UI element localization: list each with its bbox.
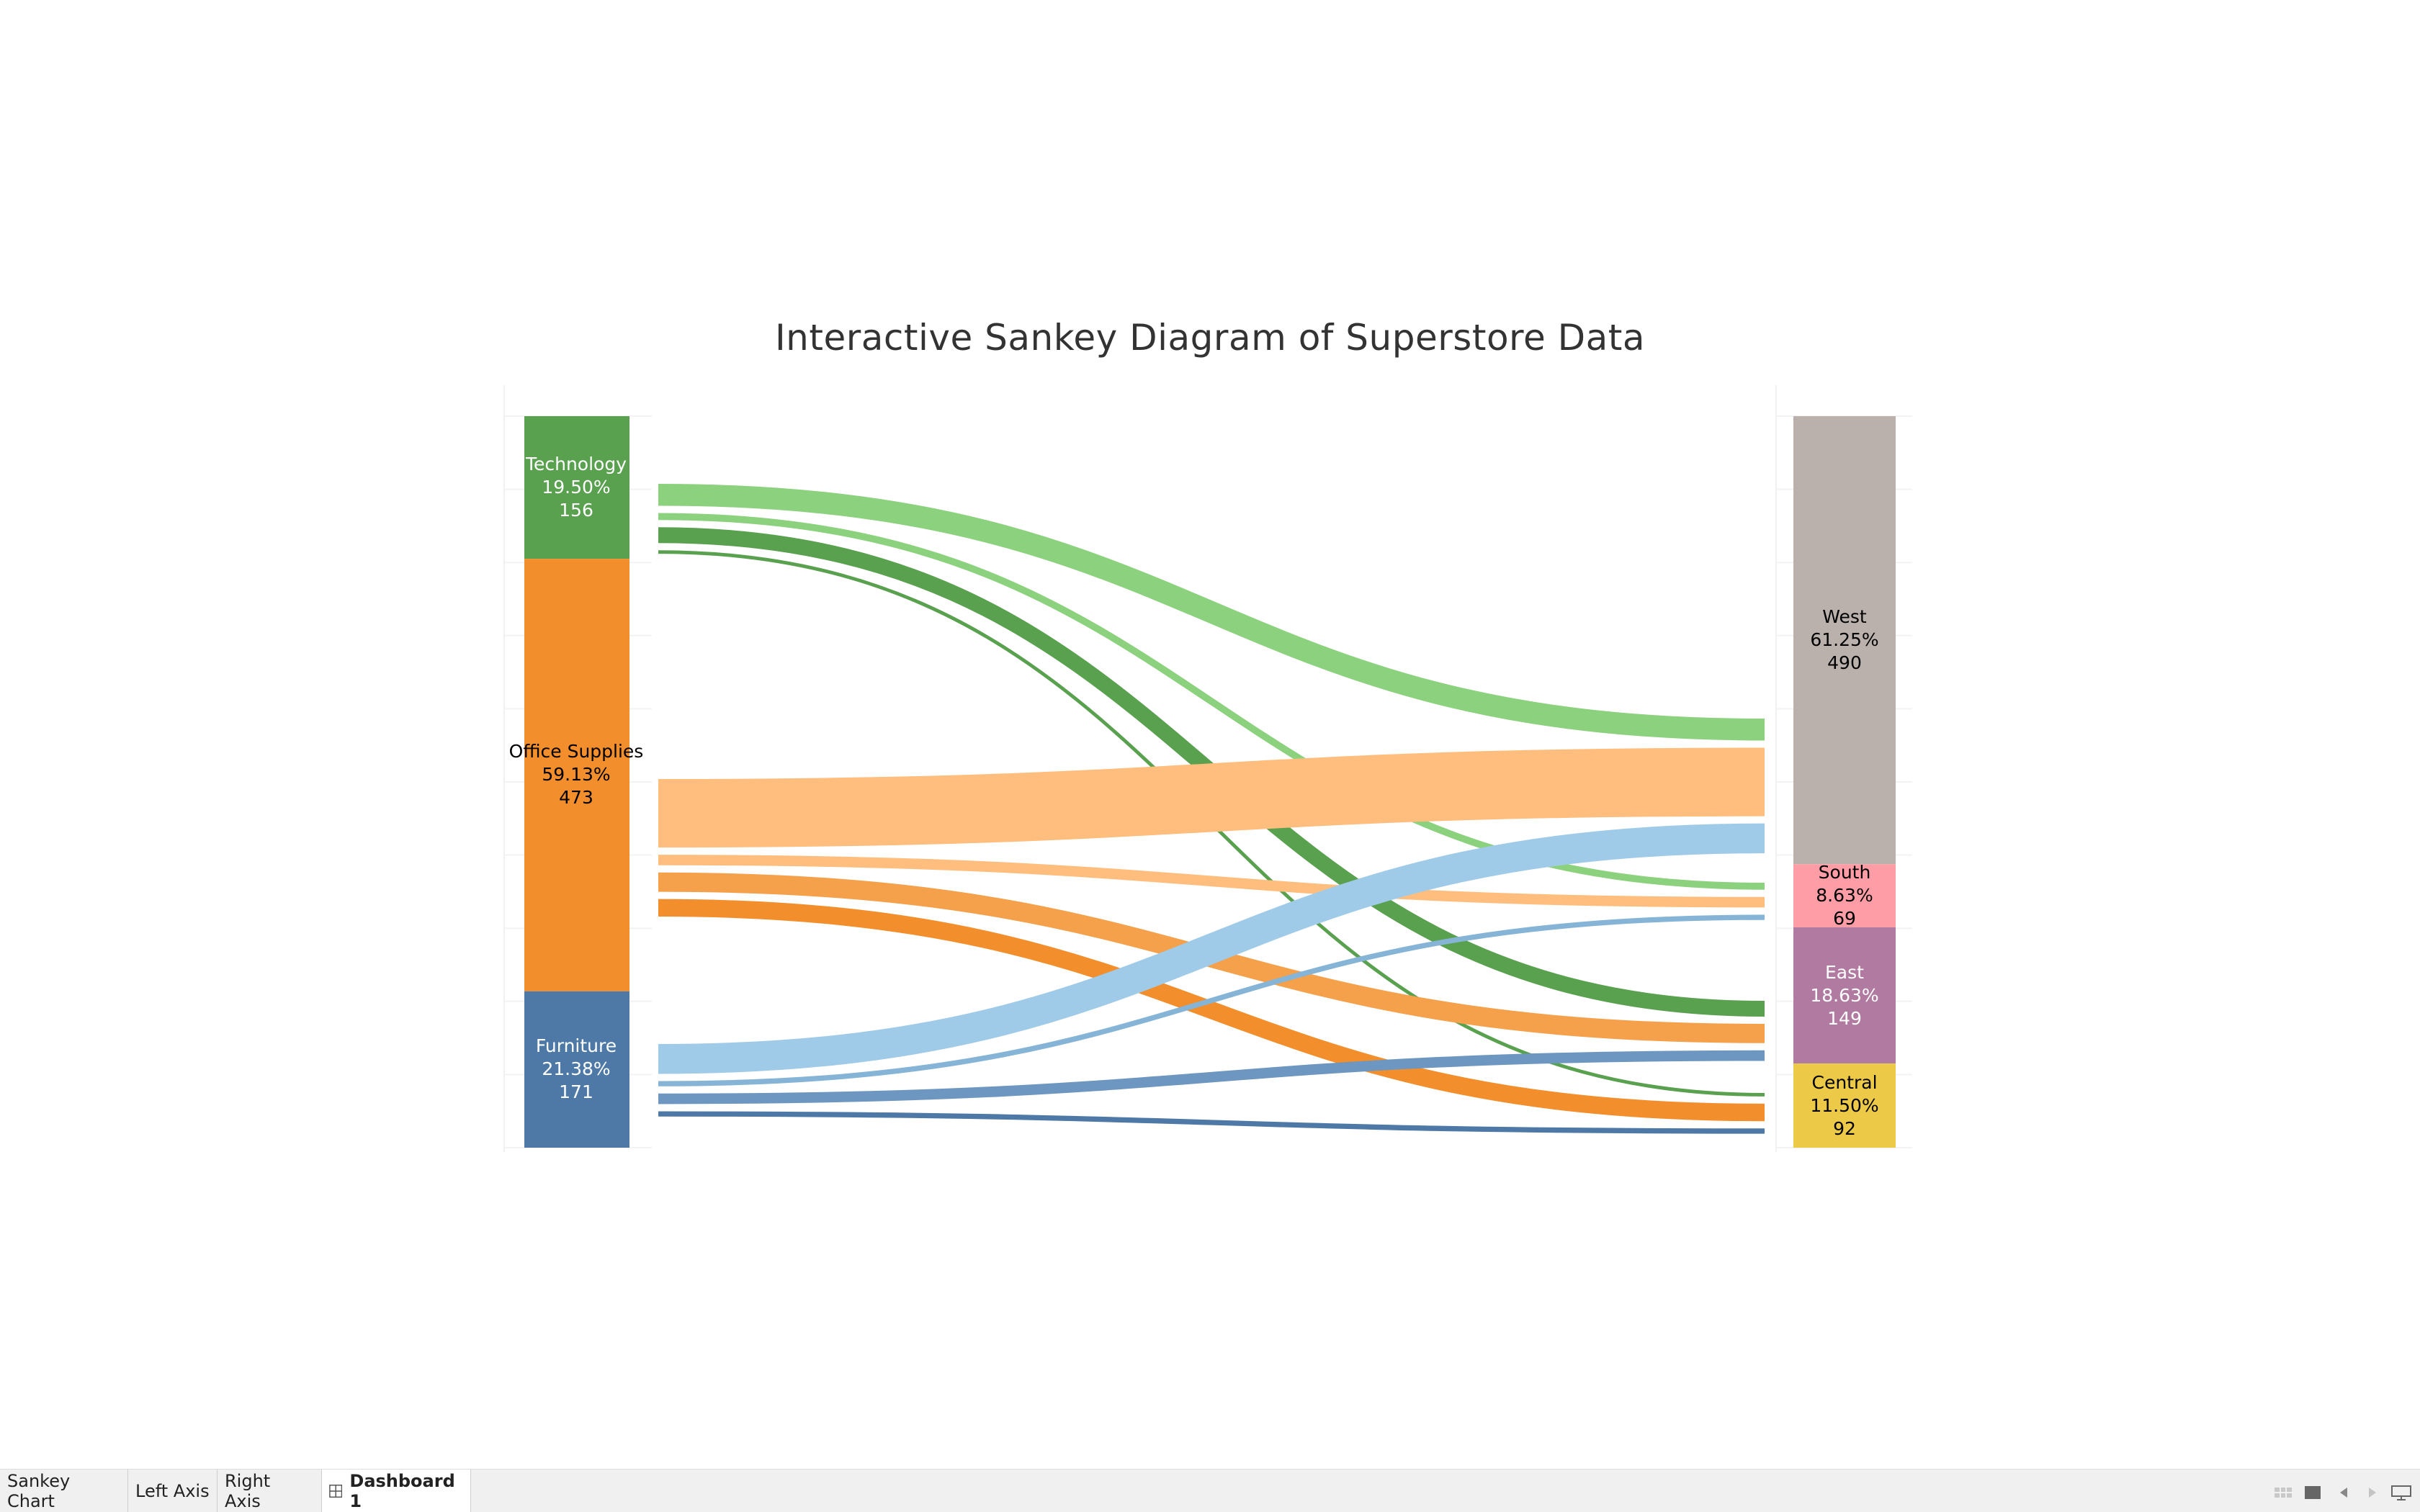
left-node-name: Technology: [525, 454, 627, 475]
flow-technology-to-west[interactable]: [658, 484, 1765, 741]
right-node-count: 92: [1833, 1117, 1856, 1139]
right-node-count: 69: [1833, 908, 1856, 930]
right-node-bar-central[interactable]: [1793, 1063, 1896, 1148]
left-node-percent: 59.13%: [542, 764, 611, 786]
right-node-percent: 18.63%: [1810, 984, 1879, 1006]
right-node-name: Central: [1811, 1071, 1878, 1093]
right-node-label-east[interactable]: East 18.63% 149: [1793, 927, 1896, 1063]
right-node-count: 490: [1827, 652, 1862, 674]
sankey-chart: [503, 385, 1912, 1152]
right-node-name: East: [1825, 961, 1864, 983]
flow-office_supplies-to-central[interactable]: [658, 899, 1765, 1122]
presentation-mode-icon[interactable]: [2390, 1485, 2413, 1500]
flows-layer: [658, 484, 1765, 1134]
left-node-bar-furniture[interactable]: [524, 991, 629, 1148]
flow-furniture-to-south[interactable]: [658, 914, 1765, 1086]
tab-label: Dashboard 1: [349, 1470, 455, 1511]
dashboard-grid-icon: [329, 1484, 343, 1498]
left-node-count: 156: [559, 500, 593, 521]
right-node-name: South: [1818, 862, 1871, 883]
flow-furniture-to-central[interactable]: [658, 1111, 1765, 1134]
flow-office_supplies-to-west[interactable]: [658, 747, 1765, 848]
left-node-name: Furniture: [535, 1035, 617, 1057]
tab-sankey-chart[interactable]: Sankey Chart: [0, 1470, 128, 1512]
flow-office_supplies-to-south[interactable]: [658, 855, 1765, 908]
previous-sheet-icon[interactable]: [2336, 1485, 2351, 1500]
left-node-name: Office Supplies: [508, 741, 644, 762]
right-node-percent: 61.25%: [1810, 629, 1879, 651]
next-sheet-icon[interactable]: [2365, 1485, 2380, 1500]
right-node-count: 149: [1827, 1007, 1862, 1029]
left-axis-bars: [524, 416, 629, 1148]
right-node-label-west[interactable]: West 61.25% 490: [1793, 416, 1896, 864]
tab-label: Right Axis: [225, 1470, 271, 1511]
flow-furniture-to-west[interactable]: [658, 823, 1765, 1074]
left-node-bar-technology[interactable]: [524, 416, 629, 559]
tab-dashboard-1[interactable]: Dashboard 1: [321, 1470, 471, 1512]
left-node-percent: 19.50%: [542, 477, 611, 498]
right-node-name: West: [1822, 606, 1867, 628]
show-sheets-grid-icon[interactable]: [2273, 1485, 2293, 1500]
dashboard: Interactive Sankey Diagram of Superstore…: [503, 317, 1912, 1152]
tab-label: Sankey Chart: [7, 1470, 71, 1511]
flow-furniture-to-east[interactable]: [658, 1050, 1765, 1104]
left-node-percent: 21.38%: [542, 1058, 611, 1080]
right-node-percent: 11.50%: [1810, 1094, 1879, 1116]
left-node-bar-office_supplies[interactable]: [524, 559, 629, 991]
right-node-label-south[interactable]: South 8.63% 69: [1793, 862, 1896, 930]
tab-right-axis[interactable]: Right Axis: [218, 1470, 318, 1512]
left-node-label-technology[interactable]: Technology 19.50% 156: [504, 416, 648, 559]
left-node-count: 171: [559, 1081, 593, 1103]
right-node-percent: 8.63%: [1816, 885, 1873, 906]
dashboard-title: Interactive Sankey Diagram of Superstore…: [774, 317, 1646, 359]
right-node-label-central[interactable]: Central 11.50% 92: [1793, 1063, 1896, 1148]
left-node-count: 473: [559, 787, 593, 809]
tab-left-axis[interactable]: Left Axis: [128, 1470, 218, 1512]
right-node-bar-south[interactable]: [1793, 864, 1896, 927]
left-node-label-office-supplies[interactable]: Office Supplies 59.13% 473: [504, 559, 648, 991]
right-node-bar-east[interactable]: [1793, 927, 1896, 1064]
right-axis-bars: [1793, 416, 1896, 1148]
sheet-tab-bar: Sankey Chart Left Axis Right Axis Dashbo…: [0, 1469, 2420, 1512]
filmstrip-icon[interactable]: [2303, 1485, 2322, 1500]
left-node-label-furniture[interactable]: Furniture 21.38% 171: [504, 991, 648, 1148]
tab-label: Left Axis: [135, 1480, 210, 1501]
right-node-bar-west[interactable]: [1793, 416, 1896, 865]
